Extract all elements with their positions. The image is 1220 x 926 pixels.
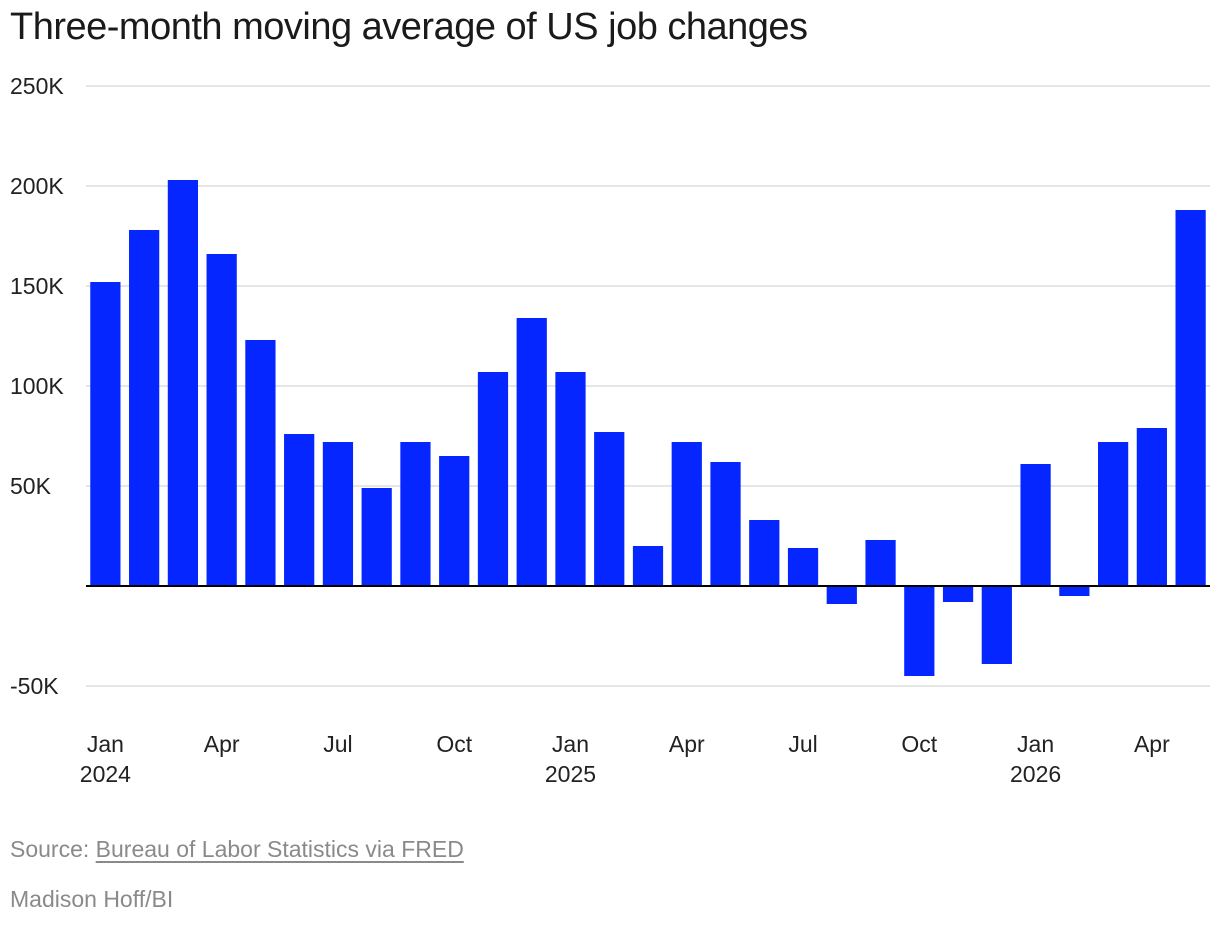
bar (206, 254, 237, 586)
bar (594, 432, 625, 586)
x-tick-month: Jan (552, 731, 589, 757)
bar (284, 434, 315, 586)
bar (439, 456, 470, 586)
x-tick-month: Jan (1017, 731, 1054, 757)
bar (904, 586, 935, 676)
x-tick-year: 2024 (80, 761, 131, 787)
y-tick-label: 150K (10, 273, 64, 299)
credit-line: Madison Hoff/BI (10, 886, 174, 912)
y-tick-label: -50K (10, 673, 59, 699)
y-tick-label: 50K (10, 473, 52, 499)
bar (477, 372, 509, 586)
bar (1020, 464, 1051, 586)
x-tick-month: Apr (669, 731, 705, 757)
source-prefix: Source: (10, 836, 96, 862)
source-note: Source: Bureau of Labor Statistics via F… (10, 836, 464, 863)
x-tick-month: Jul (788, 731, 817, 757)
bar (555, 372, 586, 586)
bar (361, 488, 392, 586)
bar (167, 180, 199, 586)
x-tick-year: 2025 (545, 761, 596, 787)
source-link[interactable]: Bureau of Labor Statistics via FRED (95, 836, 464, 862)
bar (245, 340, 276, 586)
x-axis-labels: Jan 2024 Apr Jul Oct Jan 2025 Apr Jul Oct Jan 2026 A… (80, 731, 1170, 787)
x-tick-month: Apr (1134, 731, 1170, 757)
bar (942, 586, 974, 602)
bar (787, 548, 819, 586)
bar (516, 318, 547, 586)
bar (710, 462, 741, 586)
bars (90, 180, 1206, 676)
x-tick-month: Apr (204, 731, 240, 757)
bar (1059, 586, 1090, 596)
x-tick-month: Jan (87, 731, 124, 757)
bar (826, 586, 857, 604)
y-tick-label: 100K (10, 373, 64, 399)
bar (981, 586, 1012, 664)
bar (1097, 442, 1129, 586)
bar (1136, 428, 1167, 586)
bar (322, 442, 354, 586)
y-tick-label: 200K (10, 173, 64, 199)
bar (1175, 210, 1206, 586)
bar (400, 442, 431, 586)
bar-chart: -50K 50K 100K 150K 200K 250K Jan 2024 Apr Jul Oct… (10, 73, 1210, 787)
y-axis-labels: -50K 50K 100K 150K 200K 250K (10, 73, 64, 699)
x-tick-month: Oct (436, 731, 472, 757)
bar (865, 540, 896, 586)
bar (129, 230, 160, 586)
bar (632, 546, 664, 586)
x-tick-year: 2026 (1010, 761, 1061, 787)
bar (749, 520, 780, 586)
x-tick-month: Jul (323, 731, 352, 757)
y-tick-label: 250K (10, 73, 64, 99)
x-tick-month: Oct (901, 731, 937, 757)
bar (90, 282, 121, 586)
bar (671, 442, 702, 586)
chart-title: Three-month moving average of US job cha… (10, 6, 808, 48)
